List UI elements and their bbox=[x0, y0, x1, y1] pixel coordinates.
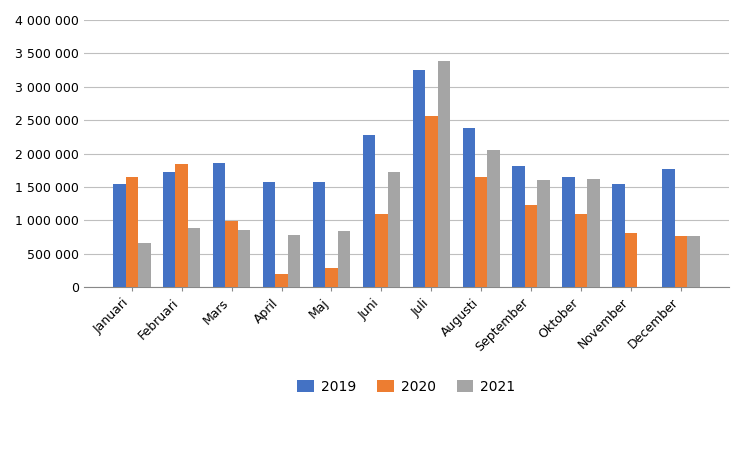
Bar bbox=[188, 228, 200, 287]
Bar bbox=[362, 135, 375, 287]
Bar bbox=[325, 268, 338, 287]
Bar bbox=[525, 205, 537, 287]
Bar bbox=[163, 173, 176, 287]
Bar bbox=[113, 185, 126, 287]
Bar bbox=[388, 173, 400, 287]
Bar bbox=[437, 61, 450, 287]
Bar bbox=[138, 243, 150, 287]
Legend: 2019, 2020, 2021: 2019, 2020, 2021 bbox=[292, 374, 521, 399]
Bar bbox=[487, 150, 500, 287]
Bar bbox=[312, 182, 325, 287]
Bar bbox=[176, 164, 188, 287]
Bar bbox=[238, 231, 251, 287]
Bar bbox=[537, 180, 550, 287]
Bar bbox=[213, 163, 225, 287]
Bar bbox=[463, 127, 475, 287]
Bar bbox=[225, 221, 238, 287]
Bar bbox=[675, 237, 687, 287]
Bar bbox=[338, 231, 350, 287]
Bar bbox=[575, 214, 587, 287]
Bar bbox=[275, 274, 288, 287]
Bar bbox=[562, 177, 575, 287]
Bar bbox=[475, 177, 487, 287]
Bar bbox=[425, 116, 437, 287]
Bar bbox=[662, 169, 675, 287]
Bar bbox=[612, 184, 625, 287]
Bar bbox=[375, 214, 388, 287]
Bar bbox=[587, 179, 600, 287]
Bar bbox=[288, 235, 301, 287]
Bar bbox=[126, 177, 138, 287]
Bar bbox=[687, 237, 699, 287]
Bar bbox=[413, 70, 425, 287]
Bar bbox=[513, 166, 525, 287]
Bar bbox=[263, 182, 275, 287]
Bar bbox=[625, 233, 638, 287]
